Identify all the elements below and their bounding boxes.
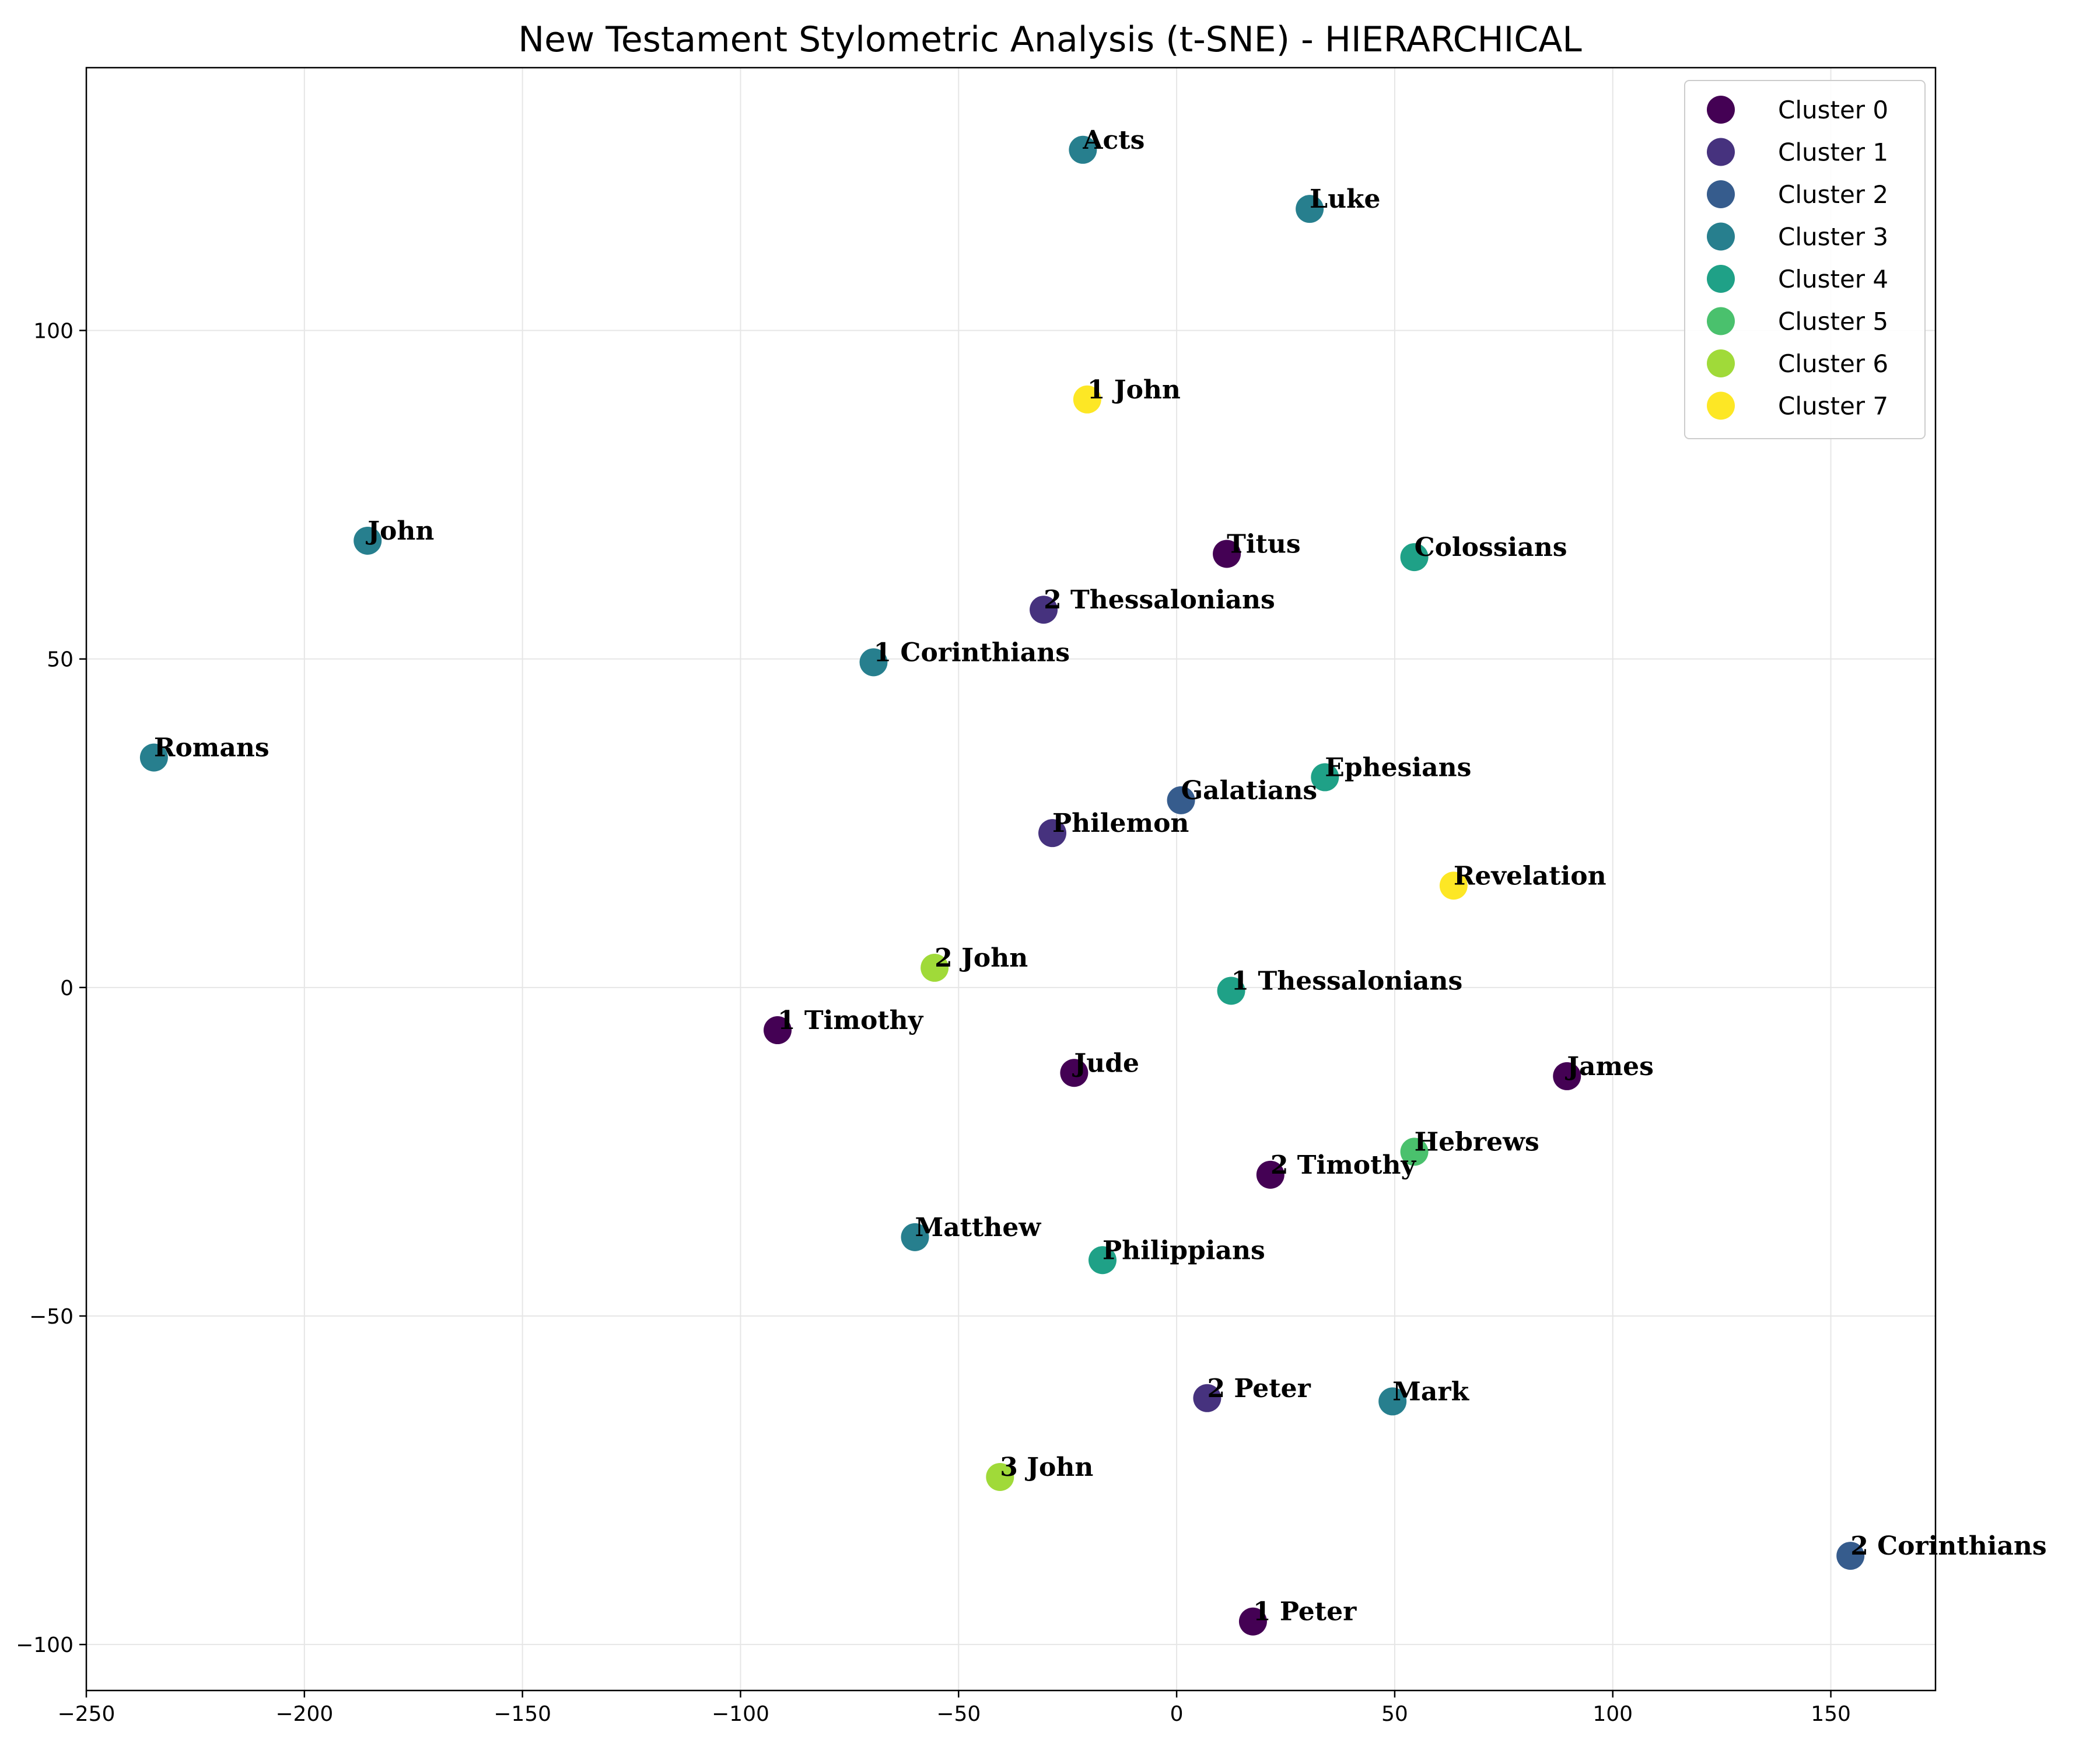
point-label: Luke [1310, 184, 1380, 214]
axes: −250 −200 −150 −100 −50 0 50 100 150 −100 −50 0 50 10… [16, 66, 1937, 1726]
point-label: Revelation [1454, 861, 1606, 891]
data-points [139, 135, 1865, 1636]
data-point [1296, 195, 1324, 223]
data-point [901, 1223, 929, 1251]
point-label: Colossians [1415, 533, 1567, 562]
x-tick-label: 0 [1170, 1702, 1184, 1726]
point-label: 2 Corinthians [1850, 1531, 2047, 1561]
legend-marker [1707, 138, 1735, 166]
data-point [1193, 1384, 1222, 1412]
data-point [764, 1016, 792, 1045]
data-point [921, 954, 949, 982]
data-point [354, 526, 382, 555]
legend-marker [1707, 391, 1735, 420]
data-point [1038, 819, 1067, 848]
data-point [1400, 1138, 1429, 1166]
point-label: 2 John [935, 943, 1028, 973]
legend-label: Cluster 3 [1778, 223, 1888, 251]
data-point [1311, 763, 1339, 792]
legend-label: Cluster 0 [1778, 96, 1888, 124]
point-label: Philippians [1102, 1236, 1265, 1265]
data-point [1217, 977, 1245, 1005]
legend-marker [1707, 180, 1735, 208]
data-point [1553, 1062, 1581, 1090]
legend-label: Cluster 4 [1778, 265, 1888, 293]
point-label: Romans [154, 733, 270, 763]
data-point [1238, 1607, 1267, 1636]
data-point [1256, 1160, 1284, 1189]
point-label: 2 Thessalonians [1044, 585, 1275, 615]
x-tick-label: −100 [712, 1702, 769, 1726]
data-point [1088, 1246, 1117, 1275]
legend-label: Cluster 5 [1778, 307, 1888, 336]
point-label: 1 John [1087, 375, 1181, 405]
legend-marker [1707, 307, 1735, 335]
point-label: 2 Peter [1207, 1374, 1311, 1404]
data-point [1060, 1059, 1088, 1087]
point-label: 1 Thessalonians [1231, 966, 1463, 996]
x-tick-label: −50 [936, 1702, 981, 1726]
point-label: 1 Peter [1253, 1597, 1357, 1627]
chart-title: New Testament Stylometric Analysis (t-SN… [518, 19, 1582, 60]
point-label: Philemon [1052, 808, 1189, 838]
point-label: Acts [1082, 125, 1144, 155]
legend-label: Cluster 7 [1778, 392, 1888, 421]
data-point [1400, 543, 1429, 572]
point-label: 1 Timothy [778, 1006, 924, 1035]
x-tick-label: 50 [1381, 1702, 1408, 1726]
point-label: James [1564, 1052, 1654, 1082]
data-point [1378, 1387, 1407, 1416]
data-point [986, 1462, 1014, 1491]
point-label: Jude [1072, 1048, 1139, 1078]
point-label: 2 Timothy [1270, 1150, 1417, 1180]
data-point [1030, 596, 1058, 624]
grid [86, 68, 1936, 1690]
x-tick-label: −200 [275, 1702, 333, 1726]
plot-frame [85, 66, 1937, 1692]
legend-label: Cluster 6 [1778, 349, 1888, 378]
point-label: Titus [1227, 529, 1301, 559]
legend-marker [1707, 265, 1735, 293]
data-point [1167, 786, 1195, 814]
y-tick-label: 0 [60, 977, 74, 1000]
point-label: John [365, 516, 434, 546]
data-point [1213, 540, 1241, 568]
y-tick-label: 100 [33, 320, 74, 344]
legend-marker [1707, 96, 1735, 124]
point-label: 3 John [1000, 1452, 1093, 1482]
x-tick-label: 150 [1811, 1702, 1851, 1726]
data-point [1836, 1542, 1865, 1570]
legend-box [1684, 80, 1926, 439]
legend-marker [1707, 222, 1735, 251]
point-label: 1 Corinthians [873, 638, 1070, 667]
point-label: Matthew [915, 1213, 1042, 1242]
x-tick-label: −150 [494, 1702, 551, 1726]
legend: Cluster 0 Cluster 1 Cluster 2 Cluster 3 Clus… [1684, 80, 1926, 439]
point-label: Galatians [1181, 776, 1318, 806]
point-label: Mark [1392, 1377, 1469, 1406]
point-label: Ephesians [1325, 752, 1471, 782]
legend-marker [1707, 349, 1735, 377]
y-tick-label: 50 [47, 648, 74, 672]
data-point [1073, 385, 1101, 414]
y-tick-label: −50 [29, 1305, 74, 1329]
legend-label: Cluster 1 [1778, 138, 1888, 167]
y-tick-label: −100 [16, 1633, 74, 1657]
point-label: Hebrews [1415, 1127, 1539, 1157]
data-point [139, 743, 168, 772]
data-point [1069, 135, 1097, 164]
point-labels: Acts Luke 1 John John Titus Colossians 2 Thess… [154, 125, 2047, 1627]
x-tick-label: −250 [58, 1702, 116, 1726]
data-point [1439, 872, 1468, 900]
legend-label: Cluster 2 [1778, 180, 1888, 209]
x-tick-label: 100 [1592, 1702, 1633, 1726]
data-point [859, 648, 888, 677]
